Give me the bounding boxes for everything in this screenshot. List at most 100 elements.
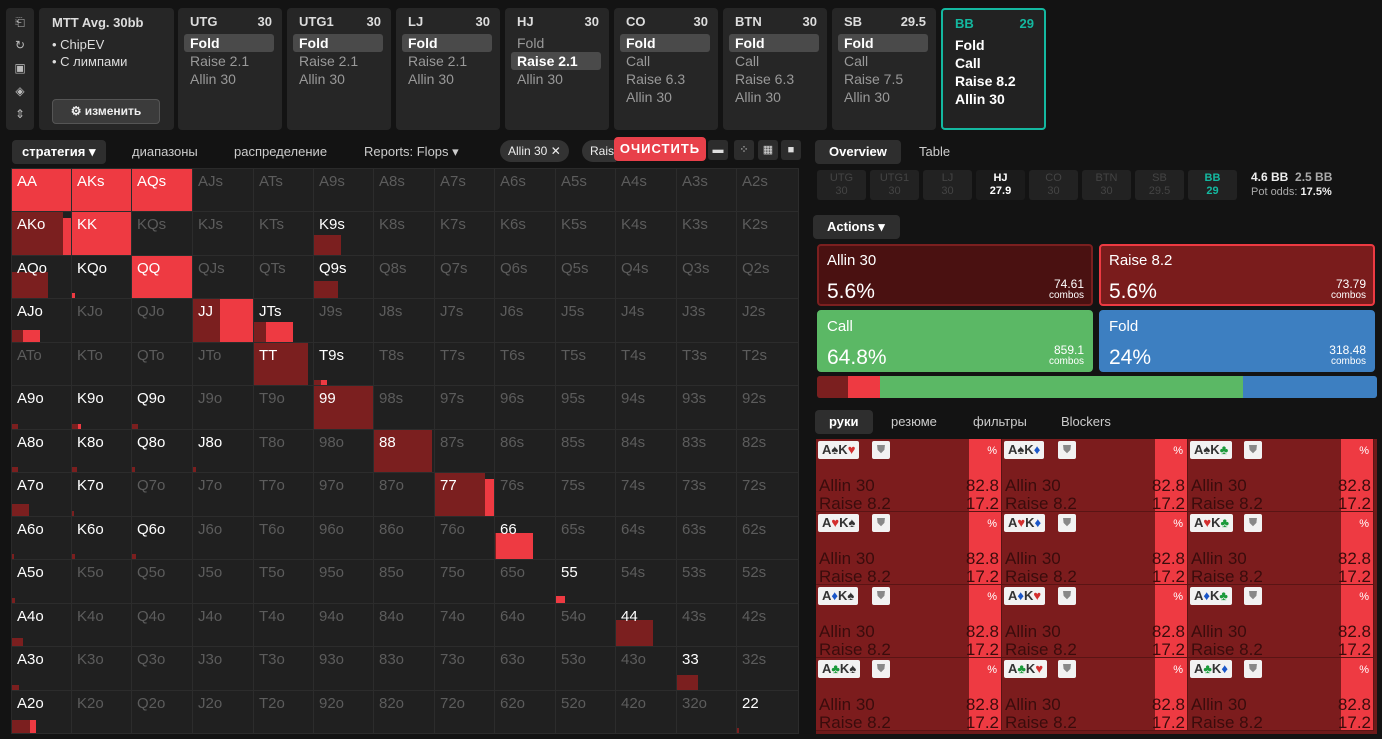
grid-cell-55[interactable]: 55 — [556, 560, 616, 604]
grid-cell-K4s[interactable]: K4s — [616, 212, 677, 256]
grid-cell-A4s[interactable]: A4s — [616, 169, 677, 212]
grid-cell-T9o[interactable]: T9o — [254, 386, 314, 430]
grid-cell-ATs[interactable]: ATs — [254, 169, 314, 212]
save-icon[interactable]: ▣ — [14, 61, 26, 75]
grid-cell-Q2s[interactable]: Q2s — [737, 256, 799, 299]
grid-cell-65s[interactable]: 65s — [556, 517, 616, 560]
view-grid-icon[interactable]: ▦ — [758, 140, 778, 160]
view-quad-icon[interactable]: ⁘ — [734, 140, 754, 160]
grid-cell-AKs[interactable]: AKs — [72, 169, 132, 212]
grid-cell-KQs[interactable]: KQs — [132, 212, 193, 256]
grid-cell-Q6s[interactable]: Q6s — [495, 256, 556, 299]
grid-cell-94o[interactable]: 94o — [314, 604, 374, 647]
hand-combo-cell[interactable]: A♣K♥ ⛊% Allin 30 82.8 Raise 8.2 17.2 — [1002, 658, 1188, 731]
grid-cell-ATo[interactable]: ATo — [12, 343, 72, 386]
grid-cell-44[interactable]: 44 — [616, 604, 677, 647]
grid-cell-97s[interactable]: 97s — [435, 386, 495, 430]
grid-cell-82o[interactable]: 82o — [374, 691, 435, 734]
grid-cell-KK[interactable]: KK — [72, 212, 132, 256]
grid-cell-K3o[interactable]: K3o — [72, 647, 132, 691]
grid-cell-96s[interactable]: 96s — [495, 386, 556, 430]
grid-cell-84o[interactable]: 84o — [374, 604, 435, 647]
action-box-allin-30[interactable]: Allin 30 5.6% 74.61 combos — [817, 244, 1093, 306]
grid-cell-T7s[interactable]: T7s — [435, 343, 495, 386]
position-option[interactable]: Allin 30 — [408, 71, 454, 87]
grid-cell-J6o[interactable]: J6o — [193, 517, 254, 560]
grid-cell-J9s[interactable]: J9s — [314, 299, 374, 343]
grid-cell-T5o[interactable]: T5o — [254, 560, 314, 604]
grid-cell-32s[interactable]: 32s — [737, 647, 799, 691]
hand-combo-cell[interactable]: A♦K♠ ⛊% Allin 30 82.8 Raise 8.2 17.2 — [816, 585, 1002, 658]
hand-combo-cell[interactable]: A♣K♠ ⛊% Allin 30 82.8 Raise 8.2 17.2 — [816, 658, 1002, 731]
position-card-utg1[interactable]: UTG1 30 Fold Raise 2.1 Allin 30 — [287, 8, 391, 130]
grid-cell-A6o[interactable]: A6o — [12, 517, 72, 560]
grid-cell-T7o[interactable]: T7o — [254, 473, 314, 517]
grid-cell-32o[interactable]: 32o — [677, 691, 737, 734]
grid-cell-92s[interactable]: 92s — [737, 386, 799, 430]
tab-blockers[interactable]: Blockers — [1061, 414, 1111, 429]
grid-cell-A9s[interactable]: A9s — [314, 169, 374, 212]
position-option[interactable]: Allin 30 — [955, 91, 1005, 107]
grid-cell-92o[interactable]: 92o — [314, 691, 374, 734]
position-card-hj[interactable]: HJ 30 Fold Raise 2.1 Allin 30 — [505, 8, 609, 130]
grid-cell-87o[interactable]: 87o — [374, 473, 435, 517]
tab-distribution[interactable]: распределение — [234, 144, 328, 159]
grid-cell-J5s[interactable]: J5s — [556, 299, 616, 343]
grid-cell-93o[interactable]: 93o — [314, 647, 374, 691]
grid-cell-QQ[interactable]: QQ — [132, 256, 193, 299]
grid-cell-54o[interactable]: 54o — [556, 604, 616, 647]
grid-cell-A6s[interactable]: A6s — [495, 169, 556, 212]
position-option[interactable]: Allin 30 — [626, 89, 672, 105]
grid-cell-53o[interactable]: 53o — [556, 647, 616, 691]
grid-cell-Q8s[interactable]: Q8s — [374, 256, 435, 299]
tab-strategy[interactable]: стратегия ▾ — [12, 140, 106, 164]
position-option[interactable]: Call — [735, 53, 760, 69]
seat-bb[interactable]: BB 29 — [1188, 170, 1237, 200]
grid-cell-KJs[interactable]: KJs — [193, 212, 254, 256]
grid-cell-42o[interactable]: 42o — [616, 691, 677, 734]
grid-cell-72o[interactable]: 72o — [435, 691, 495, 734]
grid-cell-AJo[interactable]: AJo — [12, 299, 72, 343]
grid-cell-J6s[interactable]: J6s — [495, 299, 556, 343]
seat-btn[interactable]: BTN 30 — [1082, 170, 1131, 200]
change-settings-button[interactable]: ⚙ изменить — [52, 99, 160, 124]
tab-hands[interactable]: руки — [815, 410, 873, 434]
grid-cell-Q4s[interactable]: Q4s — [616, 256, 677, 299]
grid-cell-Q7o[interactable]: Q7o — [132, 473, 193, 517]
grid-cell-Q6o[interactable]: Q6o — [132, 517, 193, 560]
grid-cell-KTs[interactable]: KTs — [254, 212, 314, 256]
grid-cell-T3s[interactable]: T3s — [677, 343, 737, 386]
grid-cell-J2s[interactable]: J2s — [737, 299, 799, 343]
grid-cell-43o[interactable]: 43o — [616, 647, 677, 691]
grid-cell-82s[interactable]: 82s — [737, 430, 799, 473]
action-box-call[interactable]: Call 64.8% 859.1 combos — [817, 310, 1093, 372]
position-option[interactable]: Raise 6.3 — [735, 71, 795, 87]
position-card-lj[interactable]: LJ 30 Fold Raise 2.1 Allin 30 — [396, 8, 500, 130]
position-card-co[interactable]: CO 30 Fold Call Raise 6.3 Allin 30 — [614, 8, 718, 130]
position-option[interactable]: Raise 7.5 — [844, 71, 904, 87]
grid-cell-K9o[interactable]: K9o — [72, 386, 132, 430]
grid-cell-AQo[interactable]: AQo — [12, 256, 72, 299]
grid-cell-A7s[interactable]: A7s — [435, 169, 495, 212]
grid-cell-K8s[interactable]: K8s — [374, 212, 435, 256]
grid-cell-83o[interactable]: 83o — [374, 647, 435, 691]
position-option[interactable]: Raise 8.2 — [955, 73, 1016, 89]
grid-cell-Q5s[interactable]: Q5s — [556, 256, 616, 299]
grid-cell-86o[interactable]: 86o — [374, 517, 435, 560]
position-card-sb[interactable]: SB 29.5 Fold Call Raise 7.5 Allin 30 — [832, 8, 936, 130]
grid-cell-A5o[interactable]: A5o — [12, 560, 72, 604]
position-option[interactable]: Raise 6.3 — [626, 71, 686, 87]
grid-cell-T8s[interactable]: T8s — [374, 343, 435, 386]
grid-cell-T6o[interactable]: T6o — [254, 517, 314, 560]
grid-cell-99[interactable]: 99 — [314, 386, 374, 430]
grid-cell-AQs[interactable]: AQs — [132, 169, 193, 212]
position-option[interactable]: Allin 30 — [517, 71, 563, 87]
grid-cell-T3o[interactable]: T3o — [254, 647, 314, 691]
grid-cell-K3s[interactable]: K3s — [677, 212, 737, 256]
grid-cell-AJs[interactable]: AJs — [193, 169, 254, 212]
seat-sb[interactable]: SB 29.5 — [1135, 170, 1184, 200]
grid-cell-54s[interactable]: 54s — [616, 560, 677, 604]
grid-cell-Q4o[interactable]: Q4o — [132, 604, 193, 647]
grid-cell-86s[interactable]: 86s — [495, 430, 556, 473]
seat-co[interactable]: CO 30 — [1029, 170, 1078, 200]
